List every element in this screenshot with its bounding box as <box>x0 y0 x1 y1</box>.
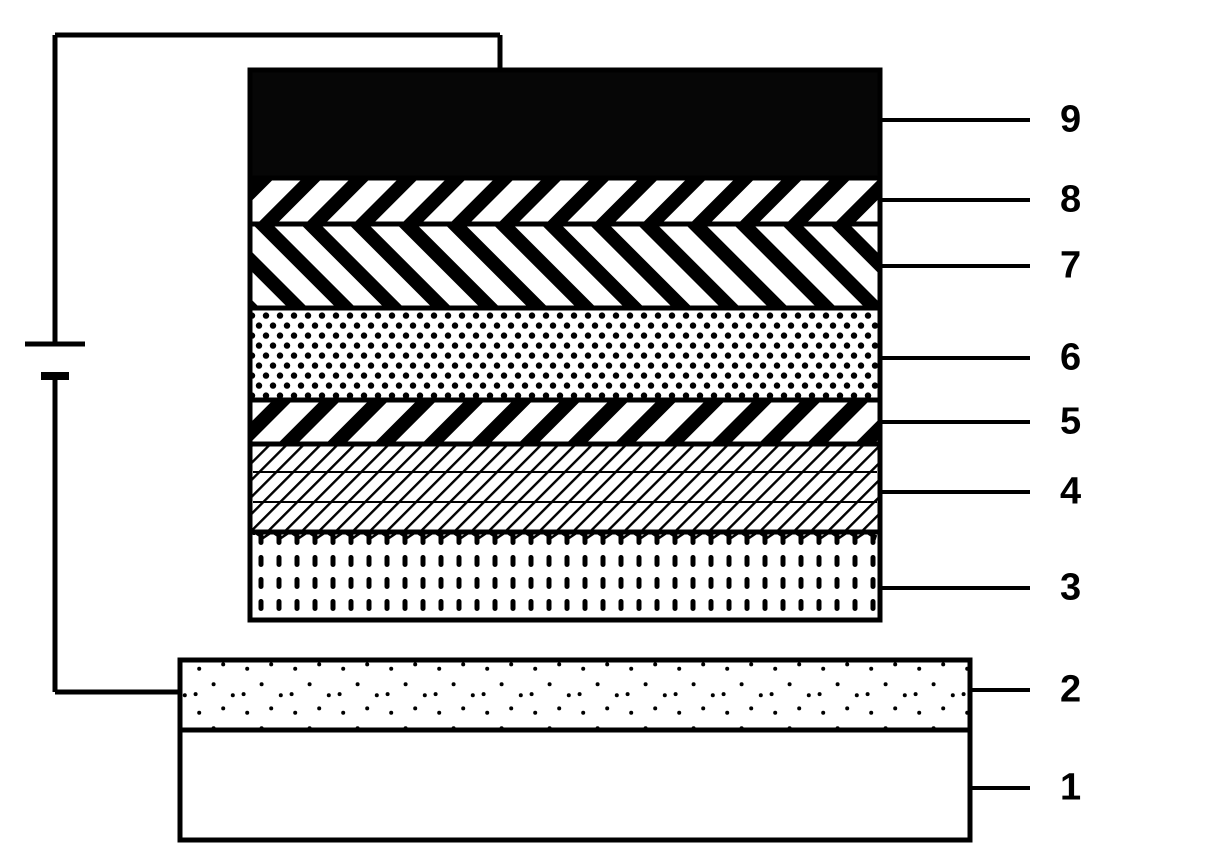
layer-label-7: 7 <box>1060 245 1081 288</box>
layer-label-9: 9 <box>1060 99 1081 142</box>
diagram-stage: 9 8 7 6 5 4 3 2 1 <box>0 0 1221 863</box>
diagram-svg <box>0 0 1221 863</box>
layer-label-1: 1 <box>1060 767 1081 810</box>
layer-label-2: 2 <box>1060 669 1081 712</box>
layer-label-3: 3 <box>1060 567 1081 610</box>
layer-label-4: 4 <box>1060 471 1081 514</box>
layer-label-8: 8 <box>1060 179 1081 222</box>
layer-label-5: 5 <box>1060 401 1081 444</box>
layer-label-6: 6 <box>1060 337 1081 380</box>
